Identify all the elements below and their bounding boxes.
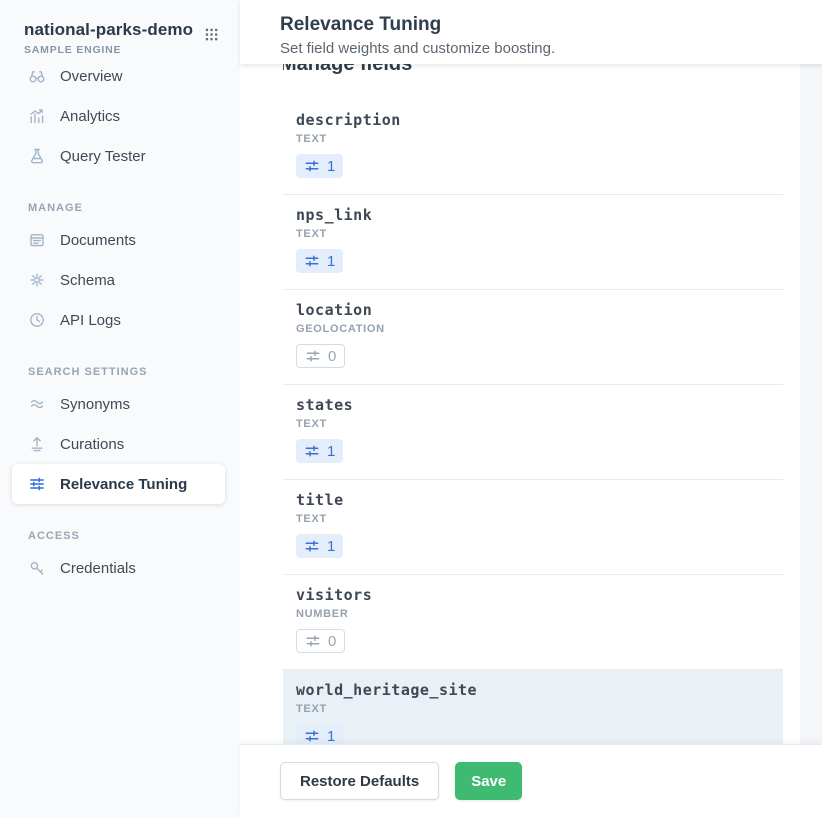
weight-value: 1	[327, 157, 336, 175]
sidebar: national-parks-demo SAMPLE ENGINE Overvi…	[0, 0, 240, 818]
weight-value: 1	[327, 537, 336, 555]
clipped-section-heading-wrap: Manage fields	[283, 64, 800, 78]
field-row-description[interactable]: description TEXT 1	[283, 100, 783, 195]
field-type-label: GEOLOCATION	[296, 323, 385, 335]
weight-sliders-icon	[304, 728, 320, 744]
field-type-label: TEXT	[296, 133, 327, 145]
weight-badge: 1	[296, 724, 344, 745]
sidebar-item-label: Synonyms	[60, 395, 131, 413]
right-gutter	[800, 64, 822, 744]
weight-value: 1	[327, 252, 336, 270]
sidebar-item-credentials[interactable]: Credentials	[12, 548, 225, 588]
weight-value: 1	[327, 727, 336, 745]
binoculars-icon	[28, 67, 46, 85]
field-row-world-heritage-site[interactable]: world_heritage_site TEXT 1	[283, 670, 783, 744]
page-header: Relevance Tuning Set field weights and c…	[240, 0, 822, 64]
field-row-states[interactable]: states TEXT 1	[283, 385, 783, 480]
weight-value: 1	[327, 442, 336, 460]
content-scroll-region[interactable]: Manage fields description TEXT 1 nps_link TE…	[240, 64, 800, 744]
sidebar-item-curations[interactable]: Curations	[12, 424, 225, 464]
weight-sliders-icon	[304, 538, 320, 554]
weight-value: 0	[328, 347, 337, 365]
sidebar-item-label: API Logs	[60, 311, 121, 329]
sidebar-item-api-logs[interactable]: API Logs	[12, 300, 225, 340]
sidebar-item-label: Credentials	[60, 559, 136, 577]
field-list: description TEXT 1 nps_link TEXT 1 location GEO…	[283, 100, 783, 744]
sidebar-item-label: Relevance Tuning	[60, 475, 188, 493]
nav-section-label-manage: MANAGE	[28, 202, 83, 214]
sidebar-item-label: Analytics	[60, 107, 121, 125]
beaker-icon	[28, 147, 46, 165]
field-row-title[interactable]: title TEXT 1	[283, 480, 783, 575]
key-icon	[28, 559, 46, 577]
weight-badge: 1	[296, 534, 344, 558]
field-name: nps_link	[296, 206, 373, 224]
sidebar-item-label: Curations	[60, 435, 125, 453]
field-name: description	[296, 111, 401, 129]
documents-icon	[28, 231, 46, 249]
sidebar-item-label: Documents	[60, 231, 136, 249]
sidebar-nav: Overview Analytics Query Tester MANAGE Docum…	[0, 56, 240, 588]
gear-icon	[28, 271, 46, 289]
engine-title-block: national-parks-demo SAMPLE ENGINE	[24, 20, 204, 56]
page-subtitle: Set field weights and customize boosting…	[280, 40, 556, 57]
engine-type-label: SAMPLE ENGINE	[24, 44, 122, 56]
field-name: location	[296, 301, 373, 319]
field-name: visitors	[296, 586, 373, 604]
field-row-visitors[interactable]: visitors NUMBER 0	[283, 575, 783, 670]
field-type-label: TEXT	[296, 228, 327, 240]
footer-action-bar: Restore Defaults Save	[240, 744, 822, 818]
field-name: title	[296, 491, 344, 509]
analytics-icon	[28, 107, 46, 125]
field-type-label: TEXT	[296, 703, 327, 715]
weight-badge: 0	[296, 629, 346, 653]
weight-sliders-icon	[305, 633, 321, 649]
sliders-icon	[28, 475, 46, 493]
weight-sliders-icon	[304, 158, 320, 174]
page-title: Relevance Tuning	[280, 14, 442, 35]
sidebar-item-analytics[interactable]: Analytics	[12, 96, 225, 136]
nav-section-label-access: ACCESS	[28, 530, 80, 542]
weight-sliders-icon	[304, 253, 320, 269]
sidebar-item-synonyms[interactable]: Synonyms	[12, 384, 225, 424]
sidebar-item-documents[interactable]: Documents	[12, 220, 225, 260]
weight-badge: 1	[296, 439, 344, 463]
restore-defaults-button[interactable]: Restore Defaults	[280, 762, 440, 800]
sidebar-item-label: Overview	[60, 67, 123, 85]
sidebar-item-label: Query Tester	[60, 147, 146, 165]
sidebar-item-label: Schema	[60, 271, 116, 289]
sidebar-item-query-tester[interactable]: Query Tester	[12, 136, 225, 176]
save-button[interactable]: Save	[455, 762, 523, 800]
field-row-nps-link[interactable]: nps_link TEXT 1	[283, 195, 783, 290]
field-name: world_heritage_site	[296, 681, 478, 699]
content-area: Manage fields description TEXT 1 nps_link TE…	[240, 64, 822, 744]
weight-badge: 1	[296, 154, 344, 178]
field-name: states	[296, 396, 354, 414]
nav-section-label-search-settings: SEARCH SETTINGS	[28, 366, 148, 378]
apps-grid-icon[interactable]	[204, 27, 220, 43]
field-type-label: NUMBER	[296, 608, 349, 620]
weight-sliders-icon	[305, 348, 321, 364]
section-heading: Manage fields	[283, 64, 413, 75]
weight-value: 0	[328, 632, 337, 650]
synonyms-icon	[28, 395, 46, 413]
clock-icon	[28, 311, 46, 329]
engine-name: national-parks-demo	[24, 20, 194, 39]
field-type-label: TEXT	[296, 418, 327, 430]
main-panel: Relevance Tuning Set field weights and c…	[240, 0, 822, 818]
sidebar-item-overview[interactable]: Overview	[12, 56, 225, 96]
sidebar-item-relevance-tuning[interactable]: Relevance Tuning	[12, 464, 225, 504]
curations-icon	[28, 435, 46, 453]
weight-badge: 0	[296, 344, 346, 368]
weight-badge: 1	[296, 249, 344, 273]
sidebar-item-schema[interactable]: Schema	[12, 260, 225, 300]
sidebar-header: national-parks-demo SAMPLE ENGINE	[0, 20, 240, 56]
field-row-location[interactable]: location GEOLOCATION 0	[283, 290, 783, 385]
weight-sliders-icon	[304, 443, 320, 459]
field-type-label: TEXT	[296, 513, 327, 525]
